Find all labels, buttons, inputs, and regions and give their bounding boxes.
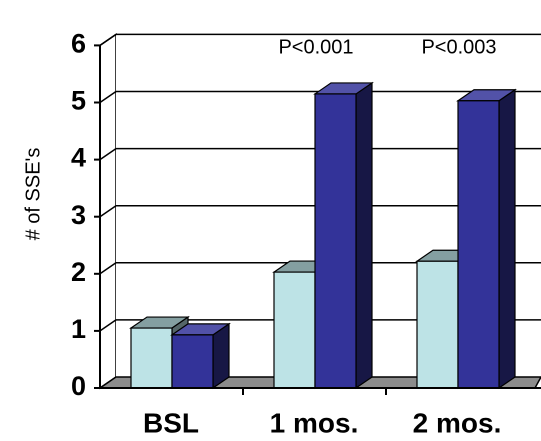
y-axis-label: # of SSE's xyxy=(22,148,44,241)
p-value-annotation: P<0.003 xyxy=(421,36,496,58)
bar-2-1 xyxy=(170,322,231,390)
y-tick-label: 2 xyxy=(71,257,86,287)
bar-2-2 xyxy=(313,81,374,390)
y-tick-label: 5 xyxy=(71,86,86,116)
gridline-side xyxy=(99,319,117,332)
y-tick-label: 4 xyxy=(71,143,86,173)
x-tick-label: 2 mos. xyxy=(413,407,502,438)
gridline-side xyxy=(99,90,117,104)
y-tick-label: 6 xyxy=(71,29,86,59)
p-value-annotation: P<0.001 xyxy=(278,36,353,58)
y-tick-label: 3 xyxy=(71,200,86,230)
gridline-side xyxy=(99,147,117,161)
bars xyxy=(129,81,517,390)
gridline-side xyxy=(99,205,117,218)
x-tick-label: 1 mos. xyxy=(270,407,359,438)
axes xyxy=(94,44,541,395)
gridline-side xyxy=(99,262,117,275)
x-tick-label: BSL xyxy=(143,407,199,438)
gridline-side xyxy=(99,33,117,47)
bar-2-3 xyxy=(456,88,517,390)
y-tick-labels: 0 1 2 3 4 5 6 xyxy=(71,29,86,402)
y-tick-label: 1 xyxy=(71,314,86,344)
annotations: P<0.001 P<0.003 xyxy=(278,36,496,58)
y-tick-label: 0 xyxy=(71,371,86,401)
x-tick-labels: BSL 1 mos. 2 mos. xyxy=(143,407,501,438)
